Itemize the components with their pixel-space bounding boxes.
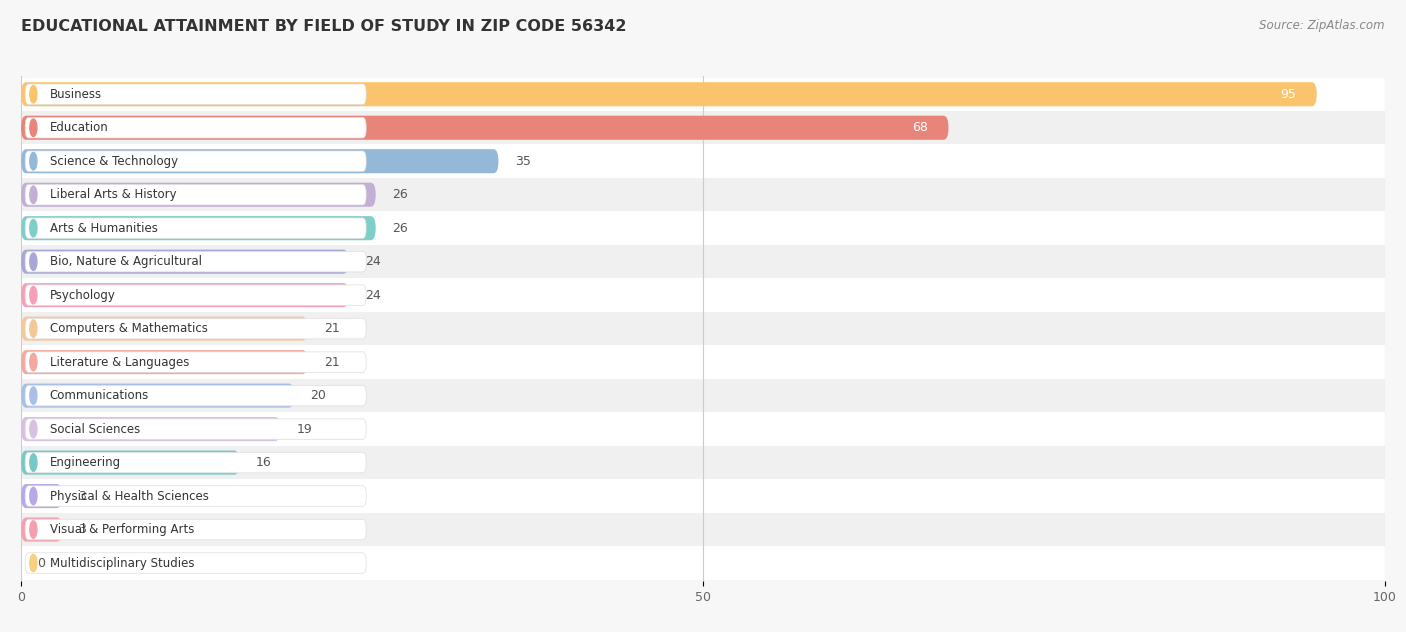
FancyBboxPatch shape — [25, 319, 366, 339]
Text: 3: 3 — [79, 523, 86, 536]
FancyBboxPatch shape — [25, 486, 366, 506]
Circle shape — [30, 353, 37, 371]
Bar — [21, 412, 1385, 446]
Text: 95: 95 — [1281, 88, 1296, 100]
Circle shape — [30, 420, 37, 438]
Bar — [21, 446, 1385, 479]
Text: 16: 16 — [256, 456, 271, 469]
Text: 21: 21 — [323, 322, 340, 335]
FancyBboxPatch shape — [25, 218, 366, 238]
Text: 26: 26 — [392, 188, 408, 201]
Circle shape — [30, 253, 37, 270]
Text: Social Sciences: Social Sciences — [49, 423, 141, 435]
Text: Physical & Health Sciences: Physical & Health Sciences — [49, 490, 208, 502]
Bar — [21, 345, 1385, 379]
Bar — [21, 245, 1385, 279]
Text: Engineering: Engineering — [49, 456, 121, 469]
FancyBboxPatch shape — [21, 149, 499, 173]
Bar — [21, 111, 1385, 145]
Circle shape — [30, 286, 37, 304]
Bar — [21, 178, 1385, 212]
FancyBboxPatch shape — [21, 484, 62, 508]
FancyBboxPatch shape — [21, 116, 949, 140]
FancyBboxPatch shape — [25, 386, 366, 406]
FancyBboxPatch shape — [21, 82, 1317, 106]
Text: Education: Education — [49, 121, 108, 134]
Circle shape — [30, 85, 37, 103]
Text: Business: Business — [49, 88, 101, 100]
Circle shape — [30, 487, 37, 505]
Text: 20: 20 — [311, 389, 326, 402]
FancyBboxPatch shape — [21, 283, 349, 307]
FancyBboxPatch shape — [25, 352, 366, 372]
Text: 0: 0 — [38, 557, 45, 569]
Text: Liberal Arts & History: Liberal Arts & History — [49, 188, 176, 201]
Text: 26: 26 — [392, 222, 408, 234]
Text: Computers & Mathematics: Computers & Mathematics — [49, 322, 208, 335]
Bar — [21, 379, 1385, 412]
Text: 24: 24 — [364, 255, 381, 268]
Circle shape — [30, 152, 37, 170]
FancyBboxPatch shape — [25, 285, 366, 305]
Text: 24: 24 — [364, 289, 381, 301]
Bar — [21, 546, 1385, 580]
FancyBboxPatch shape — [25, 520, 366, 540]
FancyBboxPatch shape — [21, 417, 280, 441]
Text: Source: ZipAtlas.com: Source: ZipAtlas.com — [1260, 19, 1385, 32]
Bar — [21, 513, 1385, 546]
Bar — [21, 145, 1385, 178]
Text: 21: 21 — [323, 356, 340, 368]
Text: Visual & Performing Arts: Visual & Performing Arts — [49, 523, 194, 536]
FancyBboxPatch shape — [21, 216, 375, 240]
Text: Science & Technology: Science & Technology — [49, 155, 177, 167]
Text: EDUCATIONAL ATTAINMENT BY FIELD OF STUDY IN ZIP CODE 56342: EDUCATIONAL ATTAINMENT BY FIELD OF STUDY… — [21, 19, 627, 34]
Bar — [21, 78, 1385, 111]
FancyBboxPatch shape — [21, 317, 308, 341]
Circle shape — [30, 521, 37, 538]
FancyBboxPatch shape — [21, 183, 375, 207]
FancyBboxPatch shape — [21, 384, 294, 408]
Text: 35: 35 — [515, 155, 530, 167]
FancyBboxPatch shape — [25, 84, 366, 104]
Text: Communications: Communications — [49, 389, 149, 402]
FancyBboxPatch shape — [21, 350, 308, 374]
Bar — [21, 212, 1385, 245]
Circle shape — [30, 320, 37, 337]
Bar — [21, 312, 1385, 345]
Circle shape — [30, 387, 37, 404]
FancyBboxPatch shape — [25, 453, 366, 473]
Text: Arts & Humanities: Arts & Humanities — [49, 222, 157, 234]
FancyBboxPatch shape — [25, 419, 366, 439]
FancyBboxPatch shape — [25, 252, 366, 272]
Text: 19: 19 — [297, 423, 312, 435]
Bar — [21, 479, 1385, 513]
Text: Psychology: Psychology — [49, 289, 115, 301]
Text: 3: 3 — [79, 490, 86, 502]
FancyBboxPatch shape — [25, 151, 366, 171]
Text: Multidisciplinary Studies: Multidisciplinary Studies — [49, 557, 194, 569]
Text: 68: 68 — [912, 121, 928, 134]
Text: Bio, Nature & Agricultural: Bio, Nature & Agricultural — [49, 255, 201, 268]
Circle shape — [30, 554, 37, 572]
Circle shape — [30, 454, 37, 471]
Circle shape — [30, 219, 37, 237]
Circle shape — [30, 119, 37, 137]
Bar — [21, 279, 1385, 312]
FancyBboxPatch shape — [25, 118, 366, 138]
FancyBboxPatch shape — [25, 553, 366, 573]
Text: Literature & Languages: Literature & Languages — [49, 356, 188, 368]
FancyBboxPatch shape — [21, 451, 239, 475]
FancyBboxPatch shape — [25, 185, 366, 205]
FancyBboxPatch shape — [21, 518, 62, 542]
FancyBboxPatch shape — [21, 250, 349, 274]
Circle shape — [30, 186, 37, 204]
